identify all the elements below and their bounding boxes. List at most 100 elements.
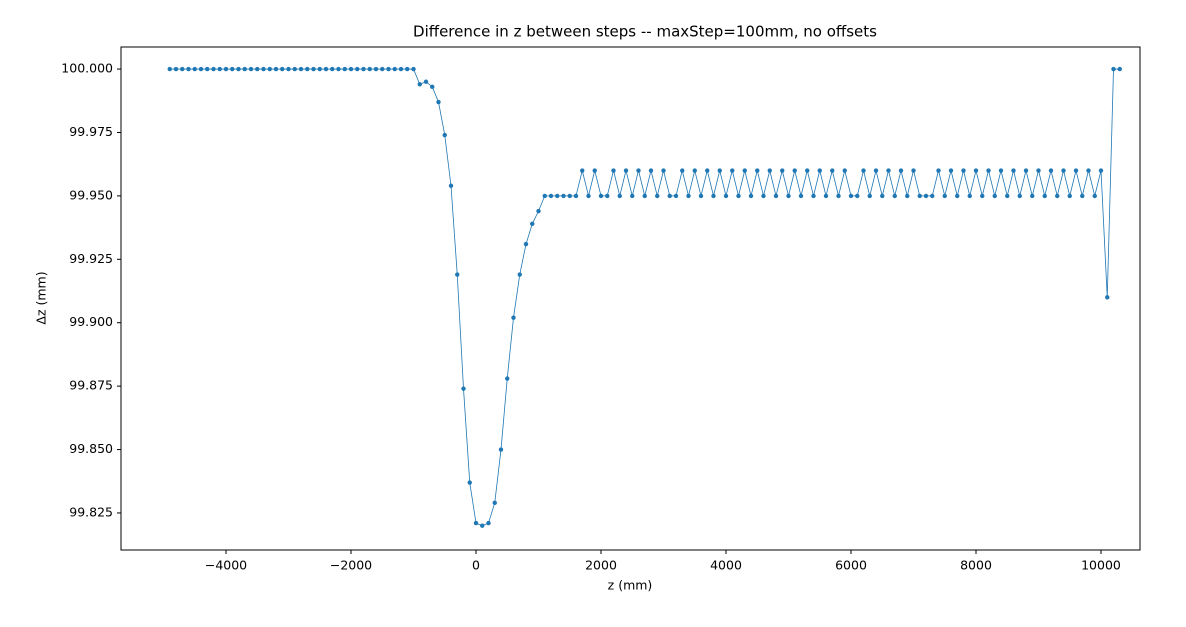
data-point bbox=[180, 66, 185, 72]
data-point bbox=[517, 272, 522, 277]
data-point bbox=[1036, 168, 1041, 173]
data-point bbox=[755, 168, 760, 173]
data-point bbox=[905, 193, 910, 199]
data-point bbox=[367, 66, 372, 72]
x-tick-label: 10000 bbox=[1081, 558, 1121, 573]
x-tick-label: 6000 bbox=[835, 558, 867, 573]
data-point bbox=[717, 168, 722, 173]
data-point bbox=[555, 193, 560, 199]
data-point bbox=[823, 193, 829, 199]
data-point bbox=[186, 66, 191, 72]
data-point bbox=[398, 66, 404, 72]
data-point bbox=[661, 168, 666, 173]
data-point bbox=[980, 193, 985, 199]
data-point bbox=[473, 520, 479, 526]
data-point bbox=[205, 66, 210, 72]
data-point bbox=[698, 193, 704, 199]
x-tick-label: 8000 bbox=[960, 558, 992, 573]
data-point bbox=[648, 168, 654, 173]
y-axis-label: Δz (mm) bbox=[34, 271, 49, 324]
y-tick-label: 99.975 bbox=[69, 124, 113, 139]
data-point bbox=[373, 66, 379, 72]
data-point bbox=[1067, 193, 1072, 199]
data-point bbox=[280, 66, 285, 72]
data-point bbox=[267, 66, 272, 72]
data-point bbox=[930, 193, 935, 199]
data-point bbox=[311, 66, 316, 72]
data-point bbox=[986, 168, 991, 173]
data-point bbox=[573, 193, 579, 199]
data-point bbox=[298, 66, 304, 72]
data-point bbox=[867, 193, 872, 199]
data-point bbox=[692, 168, 697, 173]
data-point bbox=[598, 193, 604, 199]
y-tick-label: 99.825 bbox=[69, 504, 113, 519]
data-point bbox=[411, 66, 416, 72]
data-point bbox=[1073, 168, 1079, 173]
data-point bbox=[1023, 168, 1029, 173]
x-tick-label: −4000 bbox=[205, 558, 247, 573]
y-tick-label: 99.950 bbox=[69, 187, 113, 202]
data-point bbox=[811, 193, 816, 199]
data-point bbox=[861, 168, 866, 173]
data-point bbox=[292, 66, 297, 72]
data-point bbox=[567, 193, 572, 199]
data-point bbox=[761, 193, 766, 199]
data-point bbox=[211, 66, 216, 72]
data-point bbox=[330, 66, 335, 72]
data-point bbox=[973, 168, 979, 173]
data-point bbox=[467, 480, 472, 485]
data-point bbox=[886, 168, 891, 173]
plot-frame bbox=[120, 46, 1141, 551]
data-point bbox=[386, 66, 391, 72]
data-point bbox=[855, 193, 860, 199]
data-point bbox=[642, 193, 647, 199]
data-point bbox=[923, 193, 929, 199]
data-point bbox=[486, 520, 491, 526]
data-point bbox=[1005, 193, 1010, 199]
data-point bbox=[561, 193, 566, 199]
data-point bbox=[948, 168, 954, 173]
data-point bbox=[417, 82, 422, 87]
data-point bbox=[792, 168, 797, 173]
data-point bbox=[636, 168, 641, 173]
data-point bbox=[167, 66, 172, 72]
x-axis-label: z (mm) bbox=[608, 578, 653, 593]
data-point bbox=[617, 193, 622, 199]
data-point bbox=[630, 193, 635, 199]
data-point bbox=[667, 193, 672, 199]
data-point bbox=[448, 183, 454, 188]
data-point bbox=[230, 66, 235, 72]
data-point bbox=[655, 193, 660, 199]
data-point bbox=[605, 193, 610, 199]
data-point bbox=[992, 193, 997, 199]
data-point bbox=[255, 66, 260, 72]
data-point bbox=[1042, 193, 1047, 199]
data-point bbox=[423, 79, 429, 84]
x-tick-label: −2000 bbox=[330, 558, 372, 573]
data-point bbox=[998, 168, 1004, 173]
data-point bbox=[342, 66, 347, 72]
data-point bbox=[680, 168, 685, 173]
data-point bbox=[780, 168, 785, 173]
data-point bbox=[1011, 168, 1016, 173]
data-point bbox=[911, 168, 916, 173]
data-point bbox=[848, 193, 854, 199]
data-point bbox=[1117, 66, 1122, 72]
y-tick-label: 99.900 bbox=[69, 314, 113, 329]
data-point bbox=[711, 193, 716, 199]
y-tick-label: 99.850 bbox=[69, 441, 113, 456]
data-point bbox=[786, 193, 791, 199]
data-point bbox=[480, 523, 485, 528]
data-point bbox=[1098, 168, 1104, 173]
data-point bbox=[836, 193, 841, 199]
data-point bbox=[505, 376, 510, 381]
data-point bbox=[380, 66, 385, 72]
data-point bbox=[730, 168, 735, 173]
data-point bbox=[736, 193, 741, 199]
data-point bbox=[586, 193, 591, 199]
data-point bbox=[436, 99, 441, 105]
data-point bbox=[961, 168, 966, 173]
data-point bbox=[273, 66, 279, 72]
